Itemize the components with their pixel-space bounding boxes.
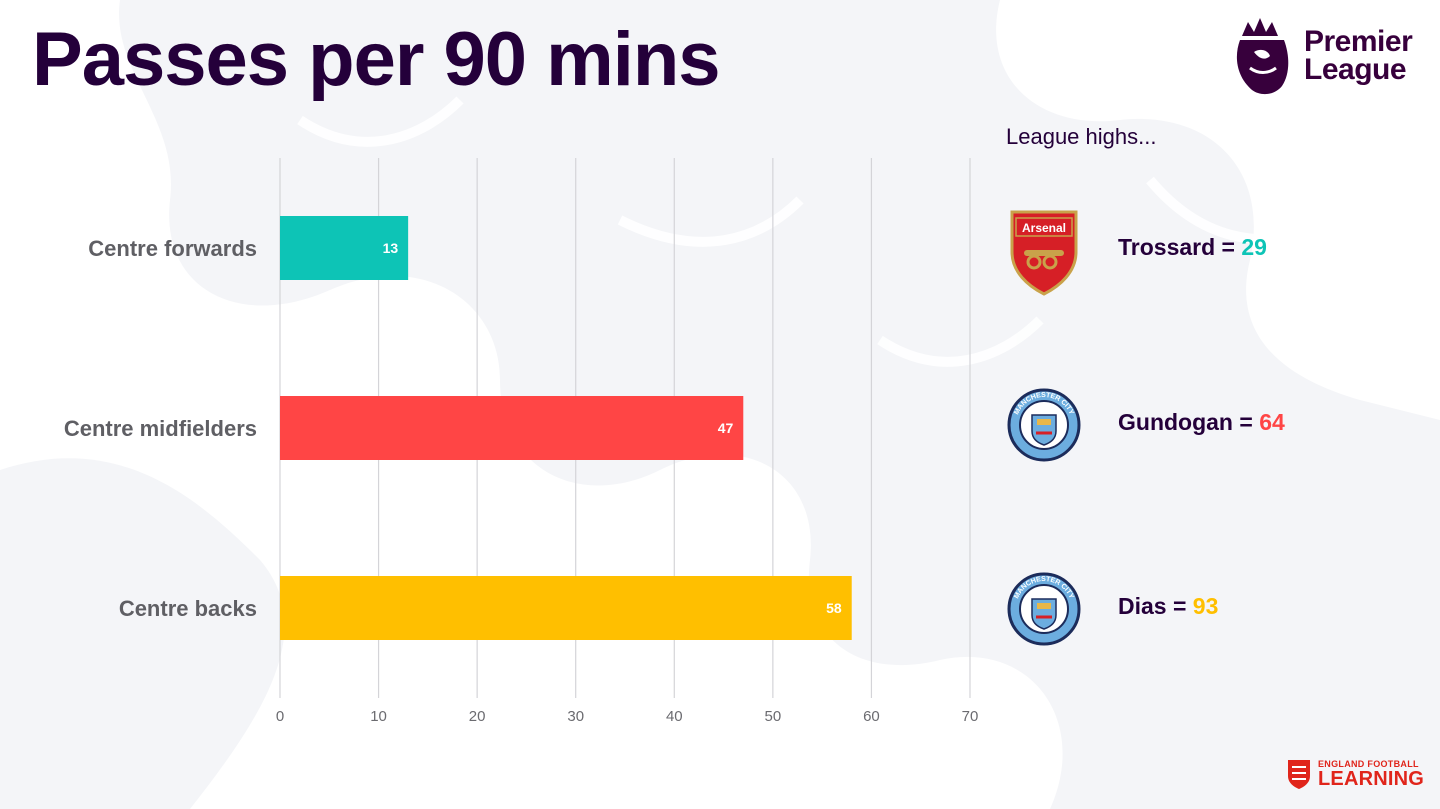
league-high-value: 64 [1259, 409, 1285, 435]
england-football-learning-logo: ENGLAND FOOTBALL LEARNING [1286, 756, 1426, 792]
x-tick-label: 60 [863, 708, 880, 725]
bar-value-label: 58 [826, 600, 842, 616]
bar-value-label: 13 [383, 240, 399, 256]
x-tick-label: 10 [370, 708, 387, 725]
league-high-row: MANCHESTER CITY Gundogan = 64 [1000, 381, 1420, 471]
league-high-value: 29 [1241, 234, 1267, 260]
bar [280, 576, 852, 640]
premier-league-logo-line-1: Premier [1304, 24, 1413, 58]
man-city-crest-icon: MANCHESTER CITY [1007, 572, 1081, 646]
three-lions-shield-icon [1288, 760, 1310, 789]
arsenal-crest-icon: Arsenal [1010, 210, 1078, 296]
category-label: Centre forwards [88, 236, 257, 261]
league-high-value: 93 [1192, 593, 1219, 619]
league-high-player: Gundogan = [1118, 409, 1253, 435]
league-high-row: MANCHESTER CITY Dias = 93 [1000, 565, 1420, 655]
arsenal-crest-text: Arsenal [1022, 221, 1066, 235]
premier-league-logo-line-2: League [1304, 53, 1407, 86]
passes-bar-chart: 0 10 20 30 40 50 60 70 13 Centre forwards 47 Centre… [64, 158, 979, 725]
league-high-player: Dias = [1118, 593, 1187, 619]
efl-logo-line-1: ENGLAND FOOTBALL [1318, 758, 1419, 769]
page-title: Passes per 90 mins [32, 17, 721, 102]
efl-logo-line-2: LEARNING [1318, 767, 1425, 790]
x-tick-label: 0 [276, 708, 284, 725]
x-tick-label: 40 [666, 708, 683, 725]
league-high-row: Arsenal Trossard = 29 [1000, 206, 1420, 296]
x-tick-label: 20 [469, 708, 486, 725]
man-city-crest-icon: MANCHESTER CITY [1007, 388, 1081, 462]
bar-value-label: 47 [718, 420, 734, 436]
league-highs-heading: League highs... [1006, 124, 1157, 149]
x-tick-label: 30 [567, 708, 584, 725]
league-high-player: Trossard = [1118, 234, 1235, 260]
category-label: Centre backs [119, 596, 257, 621]
premier-league-logo: Premier League [1230, 14, 1430, 98]
bar [280, 216, 409, 280]
bar [280, 396, 744, 460]
x-tick-label: 50 [765, 708, 782, 725]
premier-league-lion-icon [1236, 18, 1289, 95]
category-label: Centre midfielders [64, 416, 257, 441]
x-tick-label: 70 [962, 708, 979, 725]
